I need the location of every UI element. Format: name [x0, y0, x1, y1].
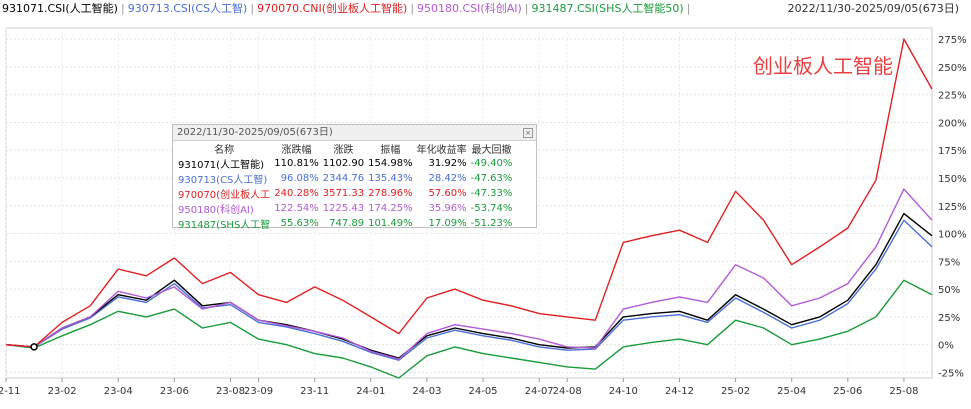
y-tick-label: 175% — [938, 146, 967, 157]
cell-mdd: -51.23% — [470, 218, 513, 229]
x-tick-label: 25-04 — [777, 386, 806, 397]
cell-mdd: -47.33% — [470, 188, 513, 199]
x-tick-label: 23-04 — [104, 386, 133, 397]
cell-annual: 57.60% — [428, 188, 467, 199]
legend-item-1[interactable]: 930713.CSI(CS人工智) — [127, 2, 248, 15]
x-tick-label: 24-05 — [468, 386, 497, 397]
x-tick-label: 23-11 — [300, 386, 329, 397]
legend-separator: | — [686, 2, 691, 15]
legend-item-4[interactable]: 931487.CSI(SHS人工智能50) — [531, 2, 684, 15]
cell-amp: 135.43% — [368, 173, 413, 184]
y-tick-label: 125% — [938, 202, 967, 213]
y-tick-label: 0% — [938, 341, 954, 352]
cell-chg-pct: 240.28% — [274, 188, 319, 199]
x-tick-label: 24-07 — [525, 386, 554, 397]
y-tick-label: 75% — [938, 257, 960, 268]
cell-chg: 1225.43 — [322, 203, 365, 214]
legend-bar: 931071.CSI(人工智能) | 930713.CSI(CS人工智) | 97007… — [0, 0, 971, 18]
cell-chg-pct: 122.54% — [274, 203, 319, 214]
cell-chg: 3571.33 — [322, 188, 365, 199]
row-name: 950180(科创AI) — [178, 205, 254, 216]
cell-chg-pct: 110.81% — [274, 158, 319, 169]
y-tick-label: 275% — [938, 35, 967, 46]
x-tick-label: 25-08 — [889, 386, 918, 397]
cell-chg: 2344.76 — [322, 173, 365, 184]
col-header: 名称 — [214, 145, 235, 156]
y-tick-label: 225% — [938, 91, 967, 102]
cell-amp: 174.25% — [368, 203, 413, 214]
table-row[interactable]: 930713(CS人工智) 96.08% 2344.76 135.43% 28.42% -… — [176, 171, 514, 186]
legend-separator: | — [250, 2, 255, 15]
legend-item-0[interactable]: 931071.CSI(人工智能) — [2, 2, 118, 15]
y-tick-label: 25% — [938, 313, 960, 324]
legend-separator: | — [120, 2, 125, 15]
x-tick-label: 23-06 — [160, 386, 189, 397]
row-name: 930713(CS人工智) — [178, 175, 268, 186]
cell-amp: 101.49% — [368, 218, 413, 229]
y-tick-label: 200% — [938, 118, 967, 129]
x-tick-label: 22-11 — [0, 386, 21, 397]
cell-mdd: -47.63% — [470, 173, 513, 184]
cell-chg-pct: 96.08% — [280, 173, 319, 184]
x-tick-label: 25-06 — [833, 386, 862, 397]
col-header: 年化收益率 — [416, 145, 467, 156]
y-tick-label: -25% — [938, 368, 964, 379]
series-line-3[interactable] — [5, 188, 933, 360]
x-tick-label: 25-02 — [721, 386, 750, 397]
close-icon[interactable]: × — [523, 128, 533, 138]
series-annotation: 创业板人工智能 — [753, 54, 893, 78]
stats-panel[interactable]: 2022/11/30-2025/09/05(673日) × 名称 涨跌幅 涨跌 … — [172, 124, 537, 231]
cell-annual: 17.09% — [428, 218, 467, 229]
stats-panel-title: 2022/11/30-2025/09/05(673日) — [173, 125, 536, 141]
legend-item-2[interactable]: 970070.CNI(创业板人工智能) — [257, 2, 408, 15]
cell-chg: 1102.90 — [322, 158, 365, 169]
x-tick-label: 24-08 — [553, 386, 582, 397]
col-header: 振幅 — [380, 145, 401, 156]
y-tick-label: 100% — [938, 230, 967, 241]
cell-chg: 747.89 — [329, 218, 365, 229]
start-marker-icon — [30, 343, 38, 351]
table-row[interactable]: 931071(人工智能) 110.81% 1102.90 154.98% 31.92% -… — [176, 156, 514, 171]
cell-amp: 278.96% — [368, 188, 413, 199]
date-range[interactable]: 2022/11/30-2025/09/05(673日) — [787, 2, 959, 15]
cell-mdd: -53.74% — [470, 203, 513, 214]
y-tick-label: 250% — [938, 63, 967, 74]
x-tick-label: 23-02 — [48, 386, 77, 397]
x-tick-label: 23-09 — [244, 386, 273, 397]
x-tick-label: 24-12 — [665, 386, 694, 397]
cell-annual: 35.96% — [428, 203, 467, 214]
cell-amp: 154.98% — [368, 158, 413, 169]
legend-item-3[interactable]: 950180.CSI(科创AI) — [417, 2, 522, 15]
x-tick-label: 24-03 — [412, 386, 441, 397]
col-header: 涨跌 — [333, 145, 354, 156]
cell-mdd: -49.40% — [470, 158, 513, 169]
legend-separator: | — [524, 2, 529, 15]
row-name: 931071(人工智能) — [178, 160, 264, 171]
series-line-0[interactable] — [5, 212, 933, 359]
x-tick-label: 23-08 — [216, 386, 245, 397]
x-tick-label: 24-10 — [609, 386, 638, 397]
series-line-2[interactable] — [5, 38, 933, 348]
col-header: 最大回撤 — [471, 145, 512, 156]
y-tick-label: 150% — [938, 174, 967, 185]
y-tick-label: 50% — [938, 285, 960, 296]
legend-separator: | — [410, 2, 415, 15]
series-line-4[interactable] — [5, 279, 933, 379]
col-header: 涨跌幅 — [281, 145, 312, 156]
cell-annual: 31.92% — [428, 158, 467, 169]
table-row[interactable]: 950180(科创AI) 122.54% 1225.43 174.25% 35.96% -… — [176, 201, 514, 216]
cell-chg-pct: 55.63% — [280, 218, 319, 229]
row-name: 970070(创业板人工 — [178, 190, 271, 201]
table-row[interactable]: 931487(SHS人工智 55.63% 747.89 101.49% 17.09% -5… — [176, 216, 514, 231]
x-tick-label: 24-01 — [356, 386, 385, 397]
row-name: 931487(SHS人工智 — [178, 220, 271, 231]
stats-table: 名称 涨跌幅 涨跌 振幅 年化收益率 最大回撤 931071(人工智能) 110.… — [176, 141, 514, 231]
cell-annual: 28.42% — [428, 173, 467, 184]
table-row[interactable]: 970070(创业板人工 240.28% 3571.33 278.96% 57.60% -… — [176, 186, 514, 201]
